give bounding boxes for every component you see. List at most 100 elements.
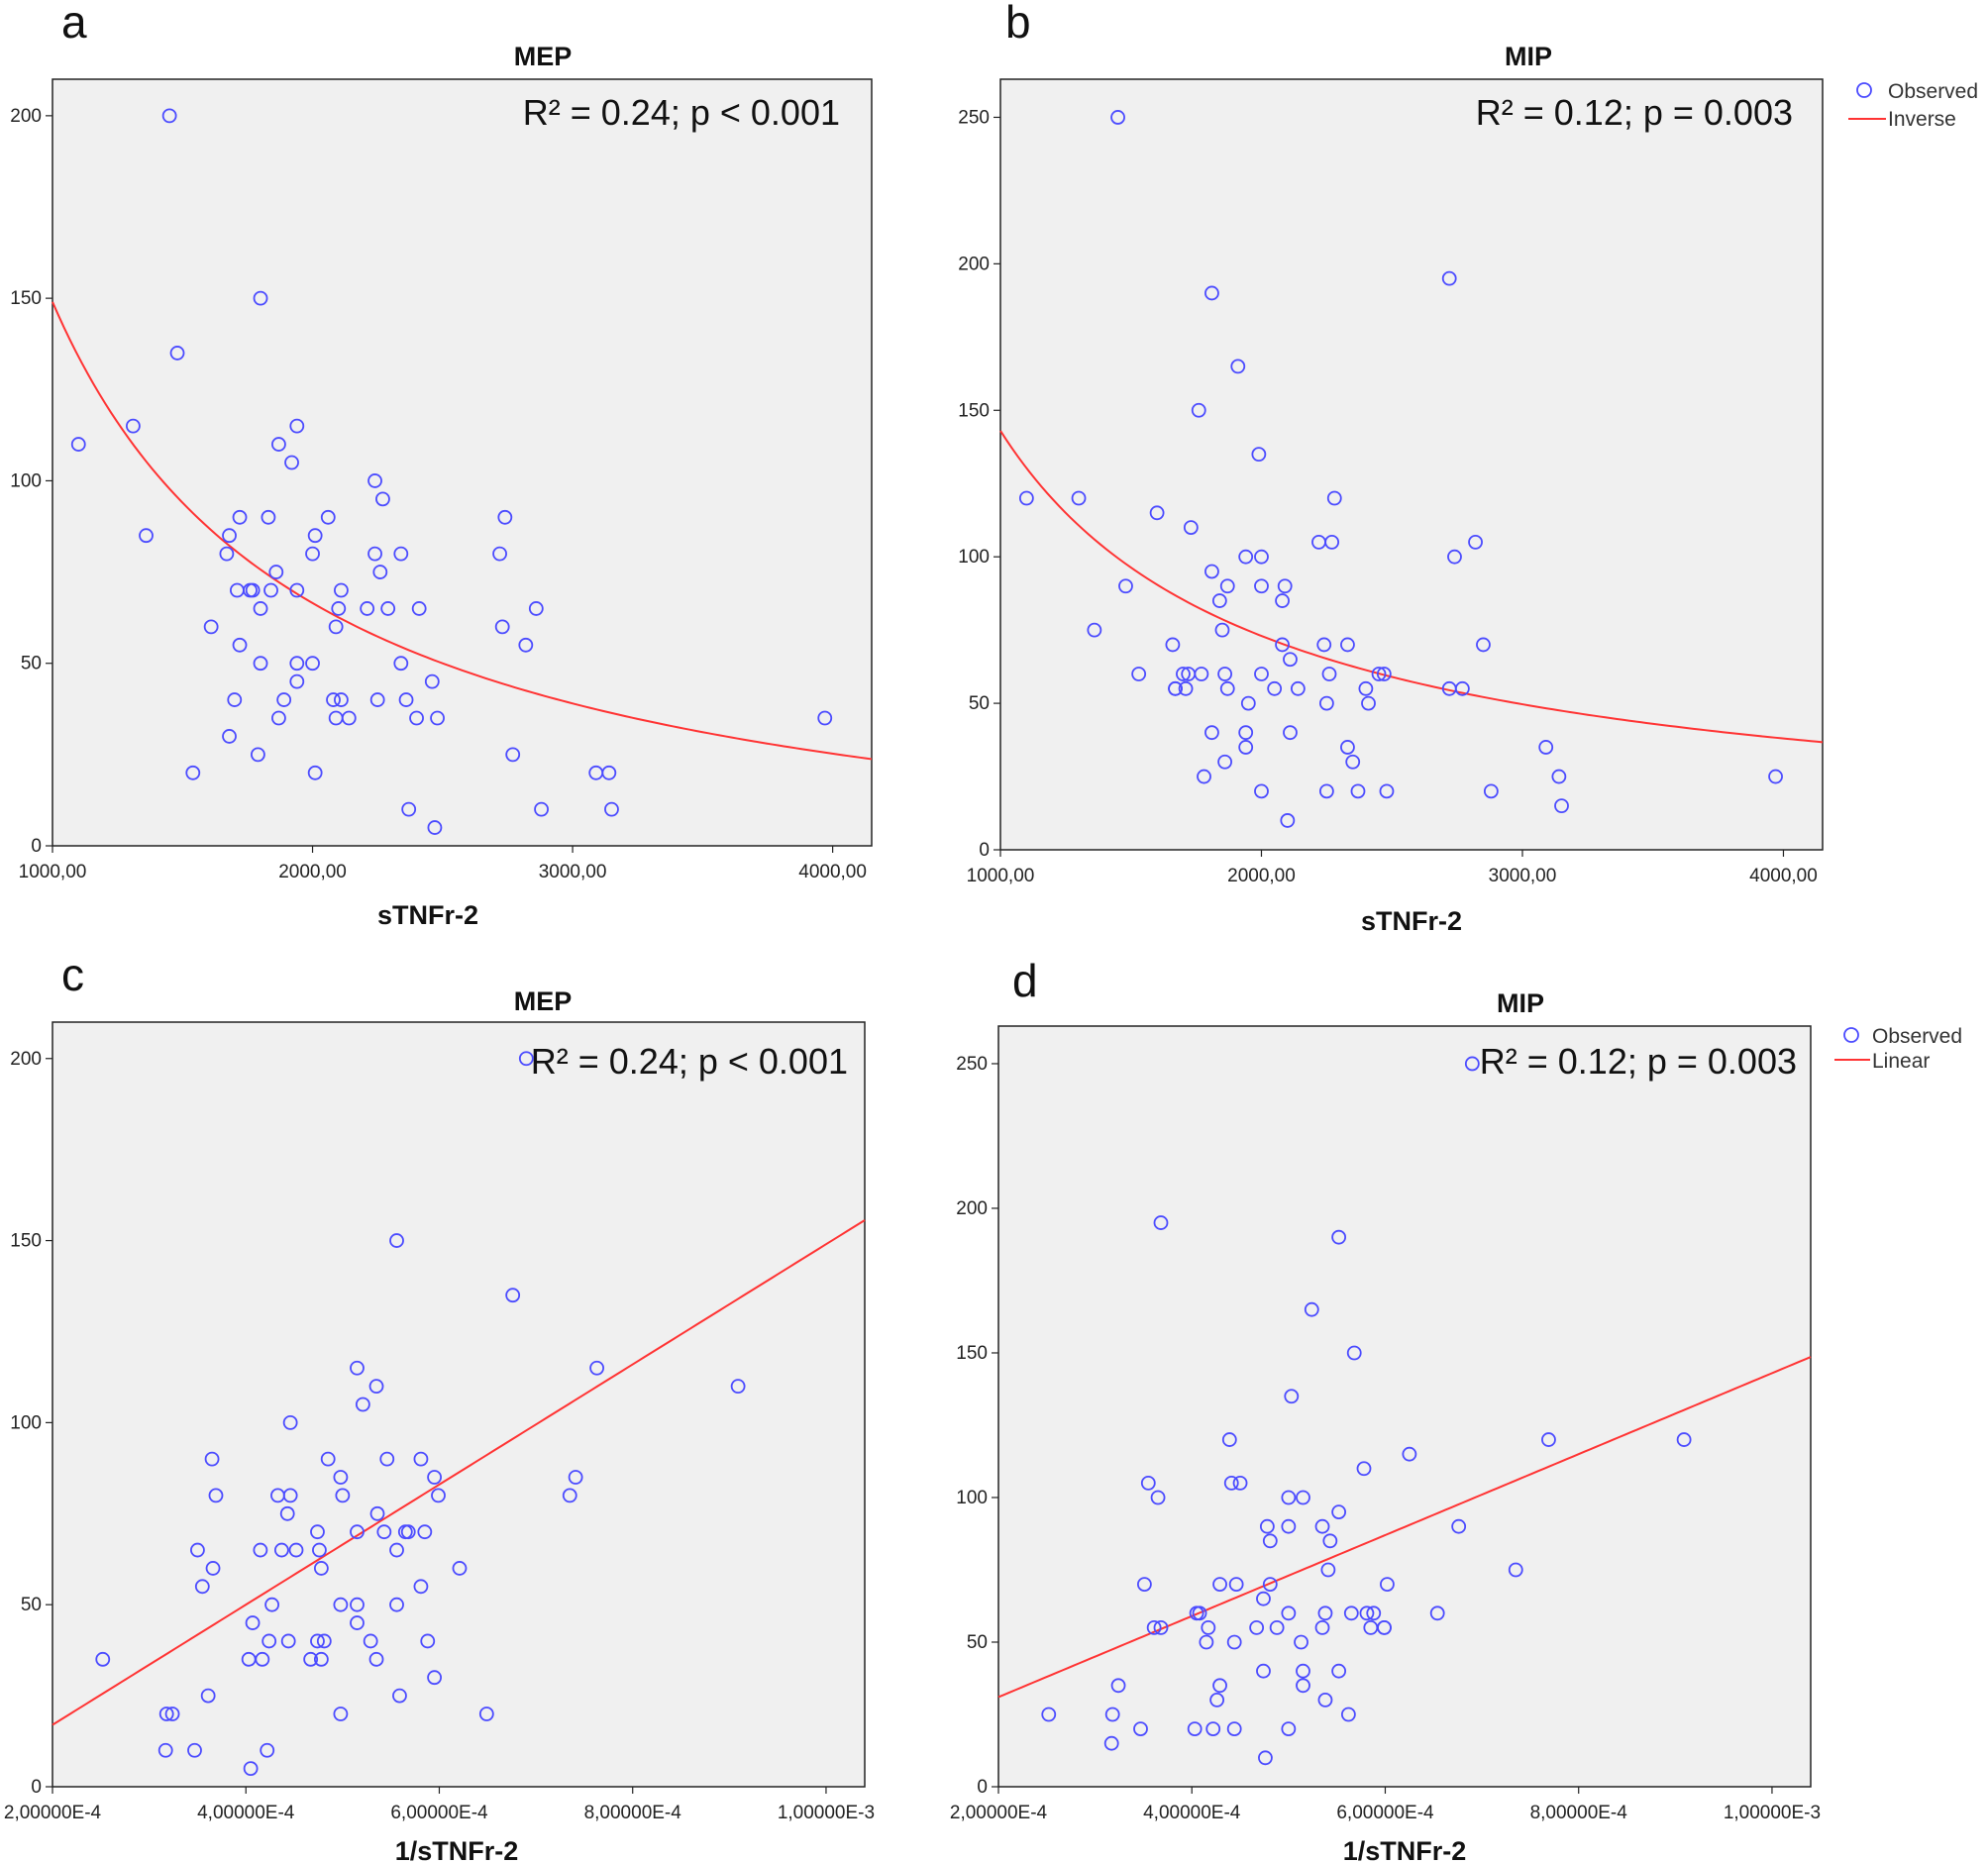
y-tick-label: 200 (956, 1198, 988, 1219)
data-point (528, 601, 544, 616)
data-point (280, 1633, 296, 1649)
data-point (1451, 1518, 1467, 1534)
data-point (310, 1524, 325, 1540)
data-point (253, 1542, 268, 1558)
data-point (1232, 1475, 1248, 1491)
x-tick-label: 2,00000E-4 (4, 1803, 102, 1823)
stat-annotation: R² = 0.24; p < 0.001 (523, 92, 840, 133)
y-tick-label: 150 (10, 1231, 42, 1252)
data-point (368, 1651, 384, 1667)
data-point (1249, 1619, 1265, 1635)
x-tick-label: 1,00000E-3 (1724, 1803, 1821, 1823)
data-point (389, 1597, 404, 1612)
data-point (264, 1597, 280, 1612)
data-point (316, 1633, 332, 1649)
data-point (1359, 1605, 1375, 1621)
data-point (307, 765, 323, 780)
data-point (288, 1542, 304, 1558)
y-tick-label: 150 (956, 1343, 988, 1364)
data-point (1358, 680, 1374, 696)
data-point (417, 1524, 433, 1540)
data-point (289, 582, 305, 598)
data-point (1194, 667, 1209, 681)
data-point (303, 1651, 319, 1667)
data-point (1468, 534, 1483, 550)
y-tick-label: 200 (10, 1049, 42, 1070)
data-point (1256, 1591, 1271, 1606)
data-point (169, 346, 185, 361)
data-point (1280, 813, 1296, 828)
data-point (1281, 1518, 1297, 1534)
data-point (1366, 1605, 1382, 1621)
y-tick-label: 100 (10, 470, 42, 491)
stat-annotation: R² = 0.12; p = 0.003 (1476, 92, 1793, 133)
stat-annotation: R² = 0.12; p = 0.003 (1480, 1041, 1797, 1082)
data-point (1212, 1678, 1227, 1694)
data-point (1259, 1518, 1275, 1534)
data-point (1189, 1605, 1204, 1621)
data-point (1041, 1707, 1057, 1722)
data-point (1146, 1619, 1162, 1635)
data-point (1205, 1721, 1221, 1736)
panel-b: b MIP R² = 0.12; p = 0.003 sTNFr-2 Obser… (958, 0, 1978, 936)
data-point (276, 692, 292, 707)
data-point (1768, 769, 1783, 784)
data-point (333, 1597, 349, 1612)
data-point (320, 1451, 336, 1467)
panel-a: a MEP R² = 0.24; p < 0.001 sTNFr-2 0 50 10… (10, 0, 873, 930)
x-tick-label: 2000,00 (278, 862, 347, 882)
data-point (375, 491, 390, 507)
data-point (305, 656, 320, 672)
data-point (1376, 667, 1392, 681)
data-point (604, 801, 619, 817)
data-point (1356, 1461, 1372, 1477)
data-point (1284, 1389, 1300, 1404)
data-point (139, 528, 154, 544)
data-point (1554, 798, 1569, 814)
data-point (95, 1651, 111, 1667)
data-point (1361, 695, 1376, 711)
data-point (222, 729, 237, 744)
data-point (1331, 1663, 1347, 1679)
y-tick-label: 50 (21, 1595, 42, 1615)
data-point (1219, 578, 1235, 594)
plot-area (52, 1021, 866, 1788)
data-point (1140, 1475, 1156, 1491)
data-point (430, 710, 445, 726)
data-point (1176, 667, 1191, 681)
data-point (1254, 578, 1269, 594)
data-point (1281, 1490, 1297, 1505)
panel-letter: c (61, 949, 84, 1000)
data-point (1226, 1634, 1242, 1650)
data-point (363, 1633, 378, 1649)
data-point (334, 692, 349, 707)
data-point (312, 1542, 327, 1558)
data-point (494, 619, 510, 635)
data-point (427, 1470, 443, 1485)
data-point (245, 1615, 261, 1630)
data-point (350, 1360, 365, 1376)
plot-area (999, 78, 1824, 851)
fit-line (52, 301, 873, 761)
data-point (227, 692, 243, 707)
data-point (1240, 695, 1256, 711)
data-point (1322, 1533, 1338, 1549)
data-point (158, 1707, 174, 1721)
data-point (200, 1688, 216, 1704)
data-point (1281, 1605, 1297, 1621)
chart-title: MIP (1505, 42, 1552, 71)
data-point (427, 820, 443, 835)
data-point (1447, 549, 1462, 565)
data-point (1314, 1619, 1330, 1635)
data-point (263, 582, 278, 598)
data-point (452, 1561, 468, 1576)
data-point (313, 1651, 329, 1667)
data-point (1371, 667, 1387, 681)
y-tick-label: 150 (10, 288, 42, 309)
data-point (1290, 680, 1306, 696)
data-point (273, 1542, 289, 1558)
data-point (194, 1579, 210, 1595)
data-point (268, 565, 284, 579)
panel-letter: a (61, 0, 87, 48)
data-point (505, 747, 521, 763)
